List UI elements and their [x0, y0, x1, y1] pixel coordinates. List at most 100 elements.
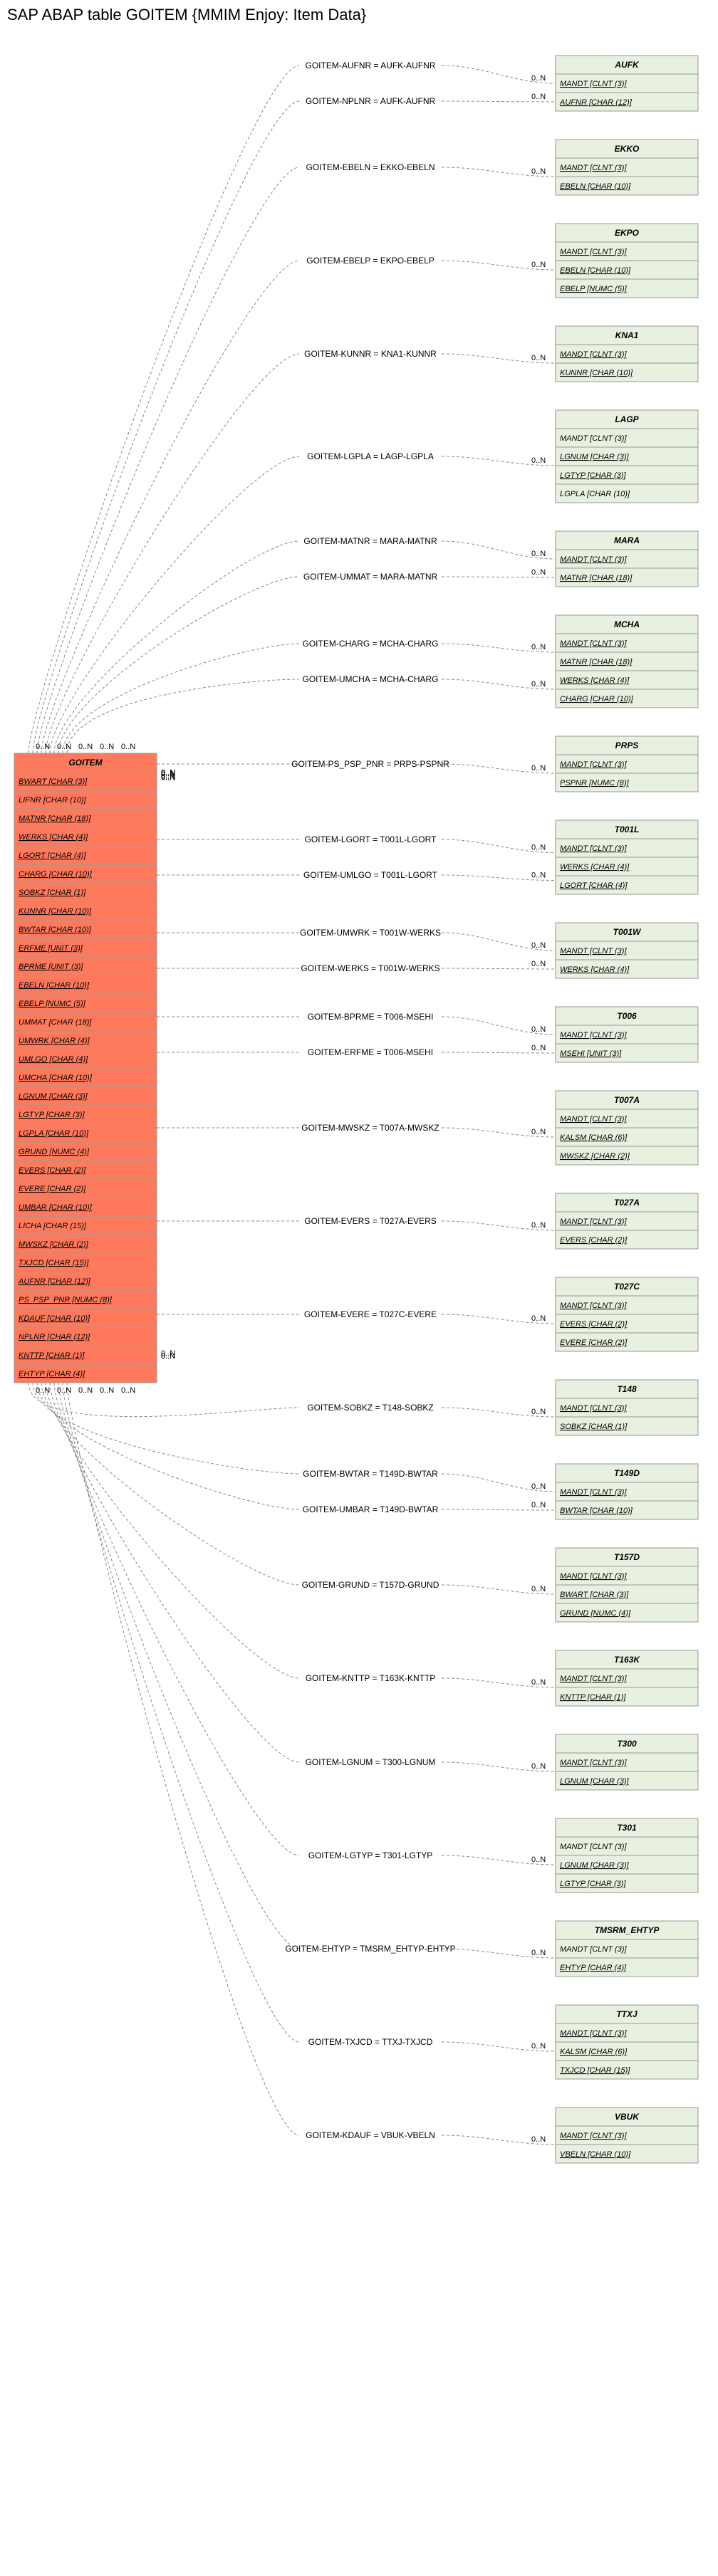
relationship-edge — [46, 1383, 299, 1678]
target-entity-field: MANDT [CLNT (3)] — [560, 248, 627, 256]
relationship-label: GOITEM-EBELP = EKPO-EBELP — [306, 256, 435, 266]
cardinality-label: 0..N — [531, 1314, 546, 1323]
target-entity-field: MANDT [CLNT (3)] — [560, 947, 627, 955]
relationship-edge — [442, 101, 556, 102]
target-entity-title: T301 — [617, 1823, 637, 1833]
main-entity-field: LGORT [CHAR (4)] — [19, 852, 86, 860]
cardinality-label: 0..N — [531, 1501, 546, 1509]
main-entity-field: EBELN [CHAR (10)] — [19, 981, 90, 990]
target-entity-field: LGNUM [CHAR (3)] — [560, 1861, 630, 1870]
target-entity-field: MANDT [CLNT (3)] — [560, 1675, 627, 1683]
relationship-label: GOITEM-UMCHA = MCHA-CHARG — [302, 674, 438, 684]
target-entity-field: MANDT [CLNT (3)] — [560, 1843, 627, 1851]
main-entity-field: WERKS [CHAR (4)] — [19, 833, 88, 842]
target-entity-field: SOBKZ [CHAR (1)] — [560, 1423, 628, 1431]
main-entity-field: SOBKZ [CHAR (1)] — [19, 889, 86, 897]
cardinality-label: 0..N — [531, 960, 546, 968]
cardinality-label: 0..N — [531, 1678, 546, 1687]
relationship-label: GOITEM-KDAUF = VBUK-VBELN — [306, 2130, 435, 2140]
relationship-label: GOITEM-KUNNR = KNA1-KUNNR — [304, 349, 437, 359]
target-entity-field: MANDT [CLNT (3)] — [560, 80, 627, 88]
main-entity-field: MWSKZ [CHAR (2)] — [19, 1240, 89, 1249]
cardinality-label: 0..N — [531, 2042, 546, 2051]
target-entity-field: EBELP [NUMC (5)] — [560, 285, 628, 293]
target-entity-field: LGPLA [CHAR (10)] — [560, 490, 630, 498]
main-entity-field: LIFNR [CHAR (10)] — [19, 796, 87, 805]
target-entity-title: EKPO — [615, 228, 640, 238]
relationship-label: GOITEM-PS_PSP_PNR = PRPS-PSPNR — [291, 759, 449, 769]
main-entity-field: CHARG [CHAR (10)] — [19, 870, 93, 879]
relationship-edge — [54, 1383, 299, 1855]
target-entity-field: WERKS [CHAR (4)] — [560, 965, 630, 974]
cardinality-label: 0..N — [531, 74, 546, 83]
target-entity-field: BWART [CHAR (3)] — [560, 1591, 629, 1599]
relationship-label: GOITEM-UMMAT = MARA-MATNR — [303, 572, 438, 582]
cardinality-label: 0..N — [531, 1408, 546, 1416]
target-entity-field: KNTTP [CHAR (1)] — [560, 1693, 626, 1702]
page-title: SAP ABAP table GOITEM {MMIM Enjoy: Item … — [0, 0, 718, 27]
target-entity-field: MANDT [CLNT (3)] — [560, 1572, 627, 1581]
relationship-label: GOITEM-UMLGO = T001L-LGORT — [303, 870, 438, 880]
relationship-edge — [63, 1383, 299, 2042]
cardinality-label: 0..N — [531, 941, 546, 950]
target-entity-field: LGNUM [CHAR (3)] — [560, 1777, 630, 1786]
cardinality-label: 0..N — [121, 743, 135, 751]
target-entity-field: GRUND [NUMC (4)] — [560, 1609, 631, 1618]
target-entity-title: VBUK — [615, 2112, 640, 2122]
target-entity-field: LGTYP [CHAR (3)] — [560, 471, 626, 480]
main-entity-field: ERFME [UNIT (3)] — [19, 944, 83, 953]
target-entity-field: MANDT [CLNT (3)] — [560, 1302, 627, 1310]
target-entity-field: EVERS [CHAR (2)] — [560, 1320, 628, 1329]
target-entity-field: MSEHI [UNIT (3)] — [560, 1049, 622, 1058]
relationship-label: GOITEM-MWSKZ = T007A-MWSKZ — [301, 1123, 439, 1133]
relationship-label: GOITEM-CHARG = MCHA-CHARG — [302, 639, 438, 649]
target-entity-field: MANDT [CLNT (3)] — [560, 2132, 627, 2140]
relationship-label: GOITEM-TXJCD = TTXJ-TXJCD — [308, 2037, 433, 2047]
relationship-label: GOITEM-LGTYP = T301-LGTYP — [308, 1850, 433, 1860]
relationship-label: GOITEM-SOBKZ = T148-SOBKZ — [307, 1403, 434, 1413]
relationship-label: GOITEM-GRUND = T157D-GRUND — [302, 1580, 439, 1590]
relationship-label: GOITEM-LGNUM = T300-LGNUM — [306, 1757, 436, 1767]
main-entity-field: BPRME [UNIT (3)] — [19, 963, 83, 971]
relationship-edge — [442, 1509, 556, 1510]
cardinality-label: 0..N — [78, 743, 93, 751]
cardinality-label: 0..N — [531, 550, 546, 558]
cardinality-label: 0..N — [531, 1855, 546, 1864]
cardinality-label: 0..N — [531, 1482, 546, 1491]
relationship-label: GOITEM-BPRME = T006-MSEHI — [308, 1012, 434, 1022]
cardinality-label: 0..N — [531, 261, 546, 269]
relationship-label: GOITEM-EVERS = T027A-EVERS — [304, 1216, 437, 1226]
target-entity-title: KNA1 — [615, 330, 639, 340]
target-entity-field: MANDT [CLNT (3)] — [560, 1218, 627, 1226]
target-entity-field: MANDT [CLNT (3)] — [560, 639, 627, 648]
relationship-edge — [442, 968, 556, 969]
main-entity-field: NPLNR [CHAR (12)] — [19, 1333, 90, 1341]
cardinality-label: 0..N — [531, 871, 546, 880]
main-entity-field: UMLGO [CHAR (4)] — [19, 1055, 88, 1064]
target-entity-title: T157D — [614, 1552, 640, 1562]
target-entity-title: T001W — [613, 927, 642, 937]
target-entity-title: PRPS — [615, 740, 639, 750]
cardinality-label: 0..N — [121, 1386, 135, 1395]
target-entity-field: MANDT [CLNT (3)] — [560, 555, 627, 564]
target-entity-field: MWSKZ [CHAR (2)] — [560, 1152, 630, 1161]
target-entity-field: MANDT [CLNT (3)] — [560, 1945, 627, 1954]
main-entity-field: LGNUM [CHAR (3)] — [19, 1092, 88, 1101]
target-entity-title: T001L — [615, 824, 640, 834]
main-entity-field: TXJCD [CHAR (15)] — [19, 1259, 89, 1267]
target-entity-title: T149D — [614, 1468, 640, 1478]
cardinality-label: 0..N — [531, 1025, 546, 1034]
target-entity-title: LAGP — [615, 414, 639, 424]
target-entity-field: KALSM [CHAR (6)] — [560, 1133, 628, 1142]
target-entity-title: MCHA — [614, 619, 640, 629]
relationship-edge — [33, 101, 299, 753]
main-entity-field: LICHA [CHAR (15)] — [19, 1222, 87, 1230]
target-entity-field: MANDT [CLNT (3)] — [560, 350, 627, 359]
cardinality-label: 0..N — [531, 1949, 546, 1957]
relationship-edge — [46, 354, 299, 753]
target-entity-field: MANDT [CLNT (3)] — [560, 760, 627, 769]
cardinality-label: 0..N — [531, 1585, 546, 1593]
target-entity-field: MANDT [CLNT (3)] — [560, 434, 627, 443]
main-entity-field: GRUND [NUMC (4)] — [19, 1148, 90, 1156]
relationship-label: GOITEM-KNTTP = T163K-KNTTP — [306, 1673, 436, 1683]
